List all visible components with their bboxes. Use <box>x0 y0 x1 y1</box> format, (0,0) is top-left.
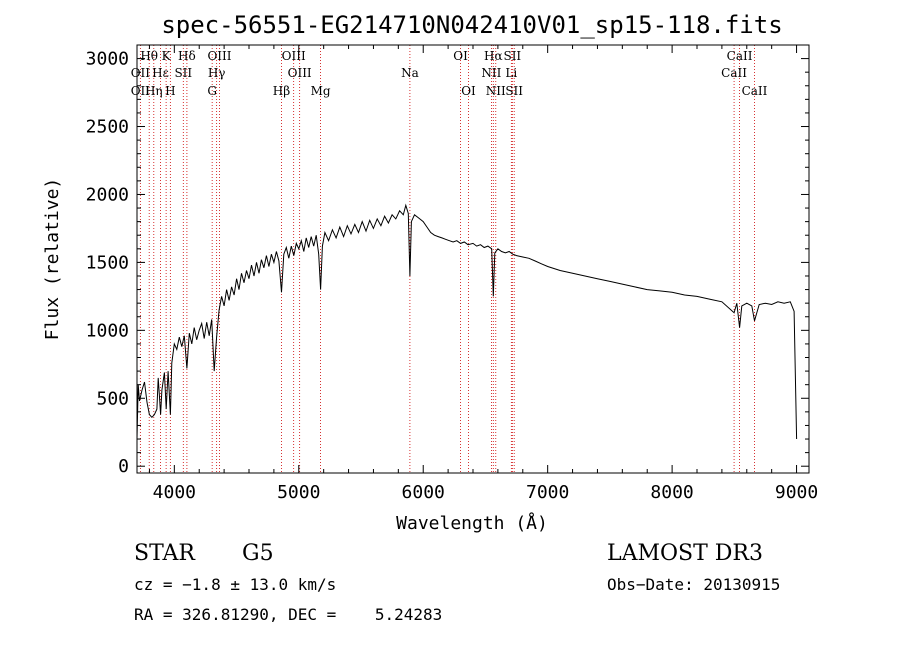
y-tick-label: 500 <box>96 388 129 409</box>
spectral-line-label: Hγ <box>208 66 226 80</box>
x-tick-label: 5000 <box>277 482 320 503</box>
spectral-line-label: Mg <box>311 84 331 98</box>
spectral-line-label: G <box>207 84 217 98</box>
spectral-line-label: OI <box>453 49 468 63</box>
object-class: STAR <box>134 541 195 566</box>
y-tick-label: 0 <box>118 456 129 477</box>
y-tick-label: 1500 <box>86 252 129 273</box>
spectral-line-label: NII <box>486 84 506 98</box>
spectral-line-label: NII <box>481 66 501 80</box>
spectral-line-label: OIII <box>288 66 312 80</box>
y-tick-label: 3000 <box>86 49 129 70</box>
spectral-line-label: OII <box>131 66 151 80</box>
spectral-line-label: OIII <box>282 49 306 63</box>
x-axis-label: Wavelength (Å) <box>396 512 548 534</box>
spectral-line-label: OII <box>131 84 151 98</box>
observation-date: Obs−Date: 20130915 <box>607 575 781 594</box>
spectral-line-label: CaII <box>742 84 768 98</box>
x-tick-label: 8000 <box>650 482 693 503</box>
y-axis-ticks: 0 500 1000 1500 2000 2500 3000 <box>86 49 809 477</box>
spectral-line-label: Hδ <box>178 49 196 63</box>
spectral-line-label: Hη <box>145 84 163 98</box>
spectral-line-label: Li <box>505 66 517 80</box>
x-tick-label: 7000 <box>526 482 569 503</box>
plot-frame <box>136 44 810 474</box>
chart-title: spec-56551-EG214710N042410V01_sp15-118.f… <box>161 11 782 39</box>
spectral-line-label: SII <box>174 66 192 80</box>
spectral-line-label: Hε <box>152 66 169 80</box>
object-subclass: G5 <box>242 541 274 566</box>
spectral-line-label: Hα <box>484 49 503 63</box>
spectral-line-label: Hβ <box>273 84 290 98</box>
y-tick-label: 1000 <box>86 320 129 341</box>
spectral-line-label: OIII <box>207 49 231 63</box>
spectral-line-label: K <box>162 49 172 63</box>
y-tick-label: 2000 <box>86 184 129 205</box>
spectral-line-label: SII <box>503 49 521 63</box>
x-tick-label: 9000 <box>775 482 818 503</box>
x-axis-ticks: 4000 5000 6000 7000 8000 9000 <box>148 45 818 503</box>
sky-coordinates: RA = 326.81290, DEC = 5.24283 <box>134 605 443 624</box>
spectral-line-label: CaII <box>721 66 747 80</box>
x-tick-label: 6000 <box>402 482 445 503</box>
spectrum-line <box>136 203 798 440</box>
y-axis-label: Flux (relative) <box>42 178 63 341</box>
spectral-line-label: SII <box>505 84 523 98</box>
redshift-velocity: cz = −1.8 ± 13.0 km/s <box>134 575 337 594</box>
y-tick-label: 2500 <box>86 117 129 138</box>
x-tick-label: 4000 <box>153 482 196 503</box>
spectral-line-label: Na <box>401 66 419 80</box>
survey-name: LAMOST DR3 <box>607 541 763 566</box>
spectral-line-markers <box>139 45 755 473</box>
spectral-line-label: Hθ <box>140 49 158 63</box>
spectral-line-label: CaII <box>727 49 753 63</box>
spectral-line-label: OI <box>461 84 476 98</box>
spectral-line-label: H <box>165 84 175 98</box>
